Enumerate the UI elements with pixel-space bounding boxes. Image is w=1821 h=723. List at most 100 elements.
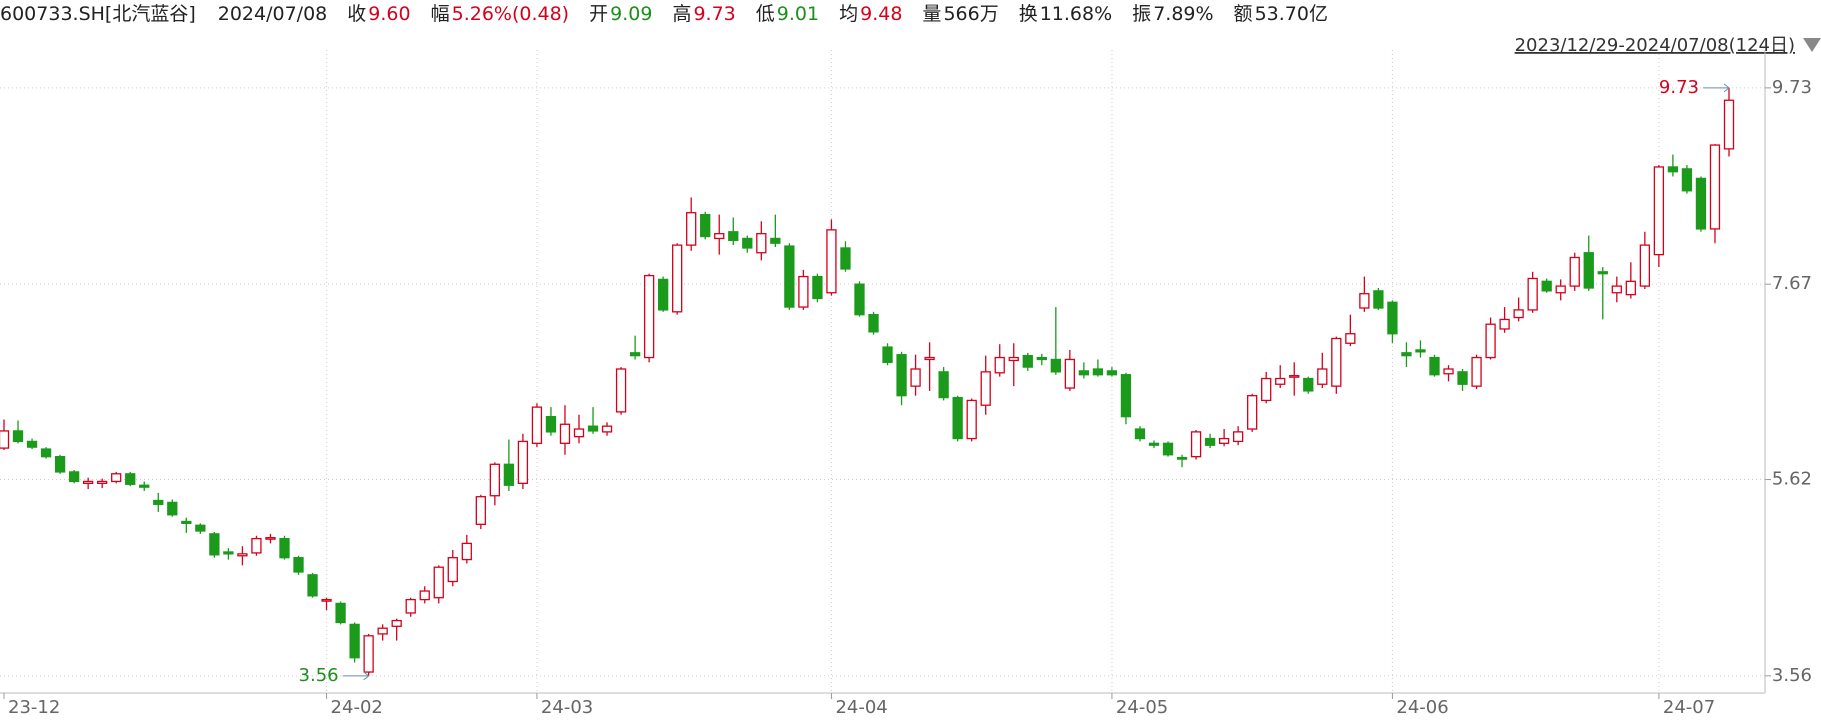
- candle-body: [1555, 285, 1566, 294]
- x-tick-label: 24-06: [1396, 697, 1448, 718]
- candle-body: [489, 463, 501, 497]
- candle-body: [321, 598, 332, 602]
- candle-body: [629, 352, 641, 357]
- candle-body: [1457, 371, 1468, 385]
- candle-body: [1176, 456, 1188, 460]
- candle-body: [1443, 368, 1454, 375]
- candle-body: [97, 480, 108, 484]
- candle-body: [237, 553, 248, 557]
- candle-body: [756, 233, 767, 254]
- x-tick-label: 24-02: [331, 697, 383, 718]
- field-value: 9.48: [860, 3, 902, 25]
- candle-body: [1120, 374, 1132, 418]
- annotation-arrow: [342, 671, 370, 681]
- candle-body: [447, 557, 458, 583]
- candle-body: [377, 627, 388, 635]
- candle-body: [601, 425, 613, 433]
- field-value: 5.26%(0.48): [452, 3, 570, 25]
- field-label: 振: [1132, 3, 1151, 25]
- candle-body: [770, 237, 781, 244]
- candle-body: [1387, 301, 1398, 335]
- candle-body: [882, 346, 893, 363]
- candle-body: [1709, 144, 1721, 230]
- candle-body: [1303, 377, 1314, 392]
- field-value: 566万: [943, 3, 998, 25]
- candle-body: [1499, 318, 1510, 330]
- candle-body: [1275, 377, 1286, 385]
- candle-body: [26, 440, 38, 448]
- x-tick-label: 24-03: [541, 697, 593, 718]
- candle-body: [40, 448, 52, 458]
- candle-body: [966, 399, 977, 440]
- candle-body: [503, 463, 515, 486]
- candle-body: [1723, 99, 1735, 150]
- candle-body: [1261, 377, 1272, 402]
- candle-body: [1064, 358, 1076, 389]
- candle-body: [1317, 368, 1328, 385]
- candle-body: [265, 537, 276, 540]
- dropdown-icon[interactable]: [1803, 38, 1821, 52]
- candle-body: [1134, 428, 1146, 440]
- candle-body: [1232, 431, 1244, 443]
- candle-body: [1162, 442, 1174, 456]
- candle-body: [167, 501, 178, 516]
- x-tick-label: 24-04: [835, 697, 887, 718]
- field-value: 9.73: [693, 3, 735, 25]
- x-tick-label: 23-12: [8, 697, 60, 718]
- candle-body: [68, 471, 80, 483]
- candle-body: [1289, 375, 1300, 378]
- candle-body: [1050, 358, 1061, 373]
- y-tick-label: 9.73: [1772, 77, 1812, 98]
- candle-body: [517, 440, 529, 484]
- candle-body: [1148, 442, 1160, 446]
- candle-body: [1471, 356, 1482, 387]
- candle-body: [1639, 244, 1651, 287]
- candle-body: [994, 356, 1005, 374]
- candle-body: [125, 473, 136, 485]
- candle-body: [826, 229, 837, 294]
- candle-body: [111, 473, 122, 483]
- candle-body: [1247, 395, 1258, 430]
- candle-body: [545, 415, 557, 433]
- candle-body: [279, 537, 290, 559]
- candle-body: [1653, 166, 1665, 256]
- stock-code: 600733.SH[北汽蓝谷]: [0, 3, 196, 25]
- range-label[interactable]: 2023/12/29-2024/07/08(124日): [1515, 35, 1795, 56]
- candle-body: [1569, 256, 1580, 287]
- candle-body: [349, 623, 360, 659]
- candle-body: [1583, 252, 1594, 289]
- candle-body: [1359, 293, 1370, 309]
- candle-body: [139, 484, 150, 488]
- field-value: 9.01: [777, 3, 819, 25]
- field-label: 低: [756, 3, 775, 25]
- header-text: 600733.SH[北汽蓝谷] 2024/07/08 收 9.60 幅 5.26%(0.4…: [0, 3, 1328, 25]
- field-value: 9.09: [610, 3, 652, 25]
- candle-body: [784, 245, 795, 308]
- candle-body: [1695, 177, 1707, 230]
- candle-body: [700, 213, 711, 238]
- date: 2024/07/08: [218, 3, 328, 25]
- max-label: 9.73: [1659, 77, 1699, 98]
- candle-body: [475, 496, 486, 525]
- candle-body: [1373, 290, 1384, 309]
- candle-body: [686, 212, 697, 246]
- candle-body: [742, 237, 753, 249]
- field-value: 53.70亿: [1255, 3, 1328, 25]
- candle-body: [1008, 356, 1019, 362]
- candle-body: [1218, 437, 1230, 444]
- candle-body: [1331, 337, 1342, 387]
- min-label: 3.56: [299, 665, 339, 686]
- candle-body: [1415, 349, 1426, 353]
- candle-body: [363, 635, 374, 673]
- candle-body: [461, 542, 472, 561]
- candle-body: [1078, 370, 1090, 376]
- field-label: 均: [839, 3, 858, 25]
- candle-body: [1541, 280, 1552, 292]
- candle-body: [980, 371, 991, 406]
- candle-body: [1681, 168, 1693, 192]
- candle-body: [615, 368, 627, 413]
- candle-body: [391, 619, 402, 627]
- candle-body: [1429, 356, 1440, 376]
- candle-body: [1611, 285, 1622, 294]
